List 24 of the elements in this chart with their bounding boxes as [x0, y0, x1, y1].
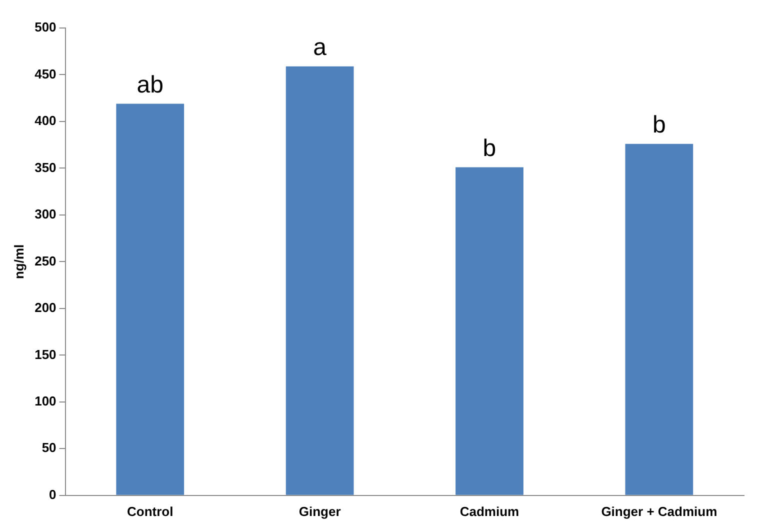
- annotation: b: [652, 112, 666, 139]
- y-tick-label: 300: [34, 206, 56, 222]
- annotation: b: [482, 134, 496, 162]
- y-tick-label: 200: [34, 300, 56, 316]
- x-tick-label: Ginger: [298, 504, 341, 519]
- x-tick-label: Control: [127, 504, 174, 519]
- y-tick-label: 350: [34, 160, 56, 175]
- y-tick-label: 0: [49, 486, 56, 502]
- annotation: a: [313, 34, 328, 61]
- y-tick-label: 100: [34, 394, 56, 408]
- y-tick-label: 400: [34, 113, 56, 128]
- x-tick-label: Ginger + Cadmium: [601, 504, 718, 519]
- bar: [625, 144, 694, 495]
- y-tick-label: 250: [34, 253, 56, 268]
- bar: [286, 66, 354, 495]
- y-tick-label: 500: [34, 20, 56, 35]
- y-tick-label: 450: [34, 66, 56, 82]
- y-tick-label: 150: [34, 346, 56, 362]
- x-tick-label: Cadmium: [460, 504, 520, 519]
- bar: [456, 167, 524, 495]
- annotation: ab: [136, 71, 164, 98]
- bar: [116, 104, 184, 495]
- y-axis-title: ng/ml: [11, 244, 26, 280]
- y-tick-label: 50: [42, 440, 56, 456]
